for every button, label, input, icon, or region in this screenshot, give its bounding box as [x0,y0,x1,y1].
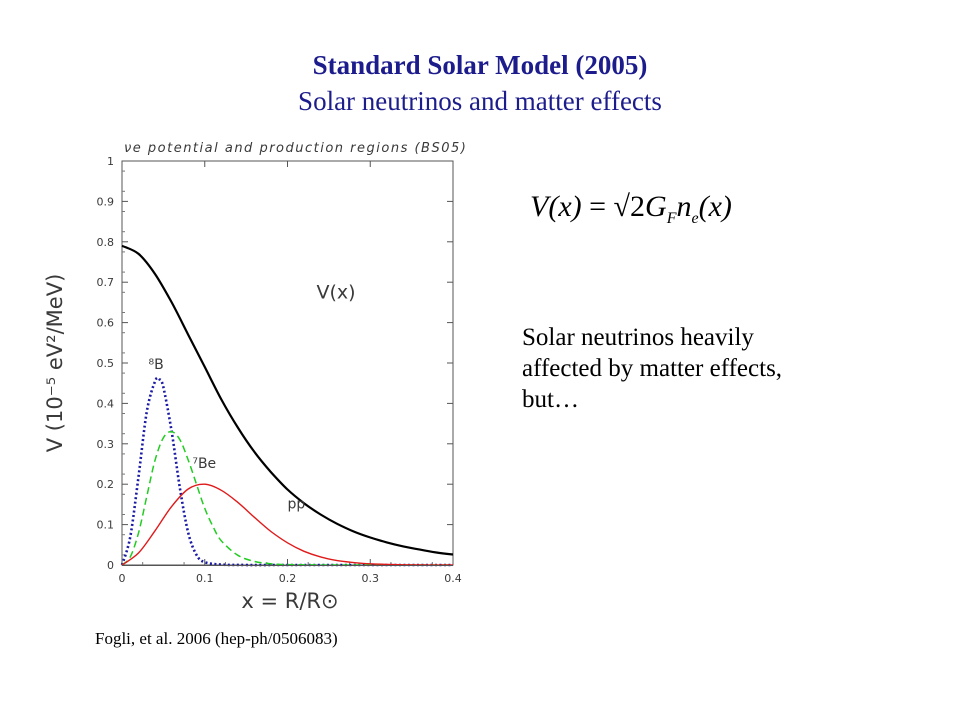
x-tick-label: 0.4 [444,572,462,585]
series-line-b8 [120,376,453,567]
curve-label: ⁷Be [192,456,216,472]
x-tick-label: 0.1 [196,572,214,585]
y-tick-label: 0.4 [97,397,115,410]
y-tick-label: 0.3 [97,438,115,451]
curve-label: V(x) [316,281,355,303]
y-axis-label: V (10⁻⁵ eV²/MeV) [43,274,67,453]
y-tick-label: 0.9 [97,195,115,208]
y-tick-label: 0.7 [97,276,115,289]
equation-equals: = [589,190,607,223]
y-tick-label: 0.5 [97,357,115,370]
equation-g-sub: F [666,210,677,227]
y-tick-label: 0.6 [97,317,115,330]
potential-equation: V(x) = √2GFne(x) [530,190,732,228]
series-line-be7 [121,430,453,566]
equation-g: G [645,190,667,223]
y-tick-label: 0.8 [97,236,115,249]
x-tick-label: 0.3 [362,572,380,585]
body-line: but… [522,386,579,413]
equation-arg: (x) [698,190,732,223]
curve-label: ⁸B [148,357,163,373]
curve-label: pp [288,496,306,512]
body-line: Solar neutrinos heavily [522,324,754,351]
x-axis-line [122,565,453,566]
y-tick-label: 0.1 [97,519,115,532]
curve-labels: V(x) ⁸B ⁷Be pp [148,281,355,512]
equation-n-sub: e [691,210,699,227]
equation-n: n [676,190,692,223]
x-axis-label: x = R/R⊙ [241,589,338,613]
chart-title: νe potential and production regions (BS0… [124,141,467,156]
axis-ticks: 0 0.1 0.2 0.3 0.4 0.5 0.6 0.7 0.8 0.9 1 0 0.1 0.2 0.3 0… [97,155,462,585]
x-tick-label: 0.2 [279,572,297,585]
equation-sqrt2: √2 [613,190,646,223]
series-lines [120,244,454,567]
body-text: Solar neutrinos heavily affected by matt… [522,322,922,415]
equation-lhs: V(x) [530,190,582,223]
series-line-pp [121,483,454,566]
x-tick-label: 0 [119,572,126,585]
body-line: affected by matter effects, [522,355,783,382]
slide-subtitle: Solar neutrinos and matter effects [298,86,662,116]
y-tick-label: 0 [107,559,114,572]
slide-title: Standard Solar Model (2005) [312,50,648,80]
series-line-potential [121,244,454,556]
y-tick-label: 1 [107,155,114,168]
citation: Fogli, et al. 2006 (hep-ph/0506083) [95,629,338,648]
y-tick-label: 0.2 [97,478,115,491]
